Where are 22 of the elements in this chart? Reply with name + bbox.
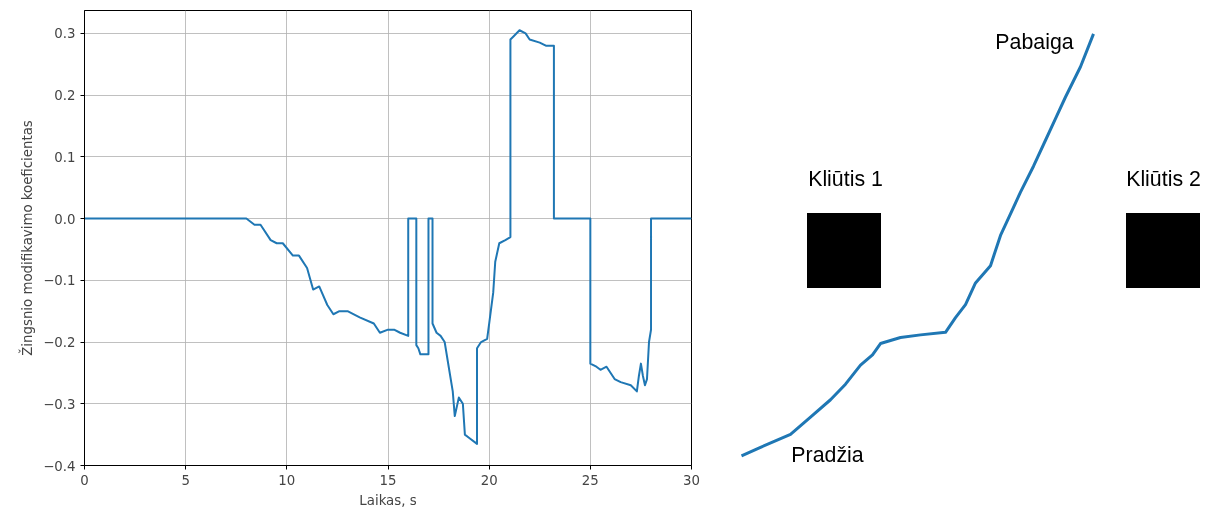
line-series bbox=[84, 29, 692, 445]
text: Pradžia bbox=[791, 443, 864, 468]
x-tick-label: 30 bbox=[683, 472, 700, 488]
y-tick-label: −0.2 bbox=[43, 335, 76, 351]
y-tick-label: 0.0 bbox=[54, 211, 76, 227]
x-tick-label: 0 bbox=[80, 472, 89, 488]
x-tick-label: 5 bbox=[181, 472, 190, 488]
x-axis-title: Laikas, s bbox=[359, 492, 417, 508]
y-tick-label: −0.3 bbox=[43, 396, 76, 412]
y-tick-label: 0.3 bbox=[54, 26, 76, 42]
x-tick-label: 10 bbox=[278, 472, 296, 488]
text: Pabaiga bbox=[995, 29, 1074, 54]
text: Kliūtis 1 bbox=[808, 167, 883, 192]
y-tick-label: −0.4 bbox=[43, 458, 76, 474]
x-tick-label: 15 bbox=[379, 472, 397, 488]
text: Kliūtis 2 bbox=[1126, 167, 1201, 192]
y-tick-label: −0.1 bbox=[43, 273, 76, 289]
x-tick-label: 20 bbox=[480, 472, 498, 488]
y-tick-label: 0.1 bbox=[54, 149, 76, 165]
y-tick-label: 0.2 bbox=[54, 88, 76, 104]
x-tick-label: 25 bbox=[581, 472, 599, 488]
y-axis-title: Žingsnio modifikavimo koeficientas bbox=[18, 120, 36, 356]
